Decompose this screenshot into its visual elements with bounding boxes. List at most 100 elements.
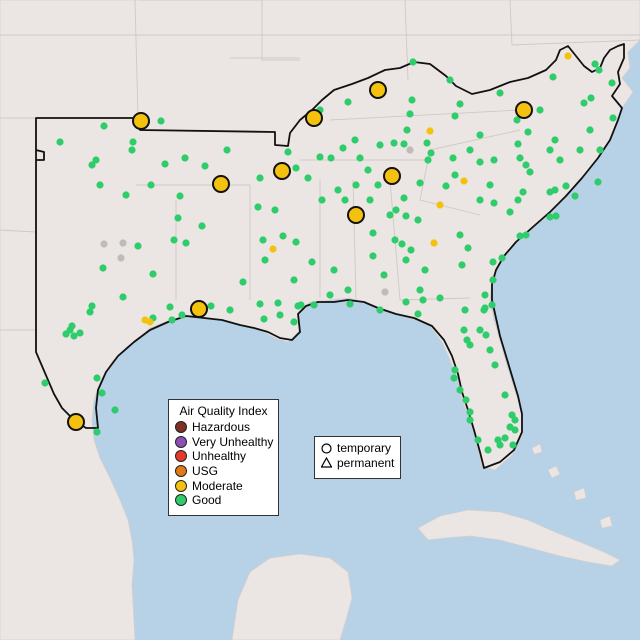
site-marker-good[interactable] — [511, 426, 519, 434]
site-marker-good[interactable] — [498, 254, 506, 262]
site-marker-good[interactable] — [594, 178, 602, 186]
site-marker-good[interactable] — [254, 203, 262, 211]
site-marker-good[interactable] — [609, 114, 617, 122]
site-marker-good[interactable] — [56, 138, 64, 146]
site-marker-good[interactable] — [491, 361, 499, 369]
site-marker-good[interactable] — [98, 389, 106, 397]
site-marker-good[interactable] — [486, 346, 494, 354]
site-marker-good[interactable] — [587, 94, 595, 102]
site-marker-good[interactable] — [364, 166, 372, 174]
site-marker-good[interactable] — [111, 406, 119, 414]
site-marker-good[interactable] — [484, 446, 492, 454]
temporary-site-moderate[interactable] — [190, 300, 208, 318]
site-marker-good[interactable] — [419, 296, 427, 304]
site-marker-good[interactable] — [546, 146, 554, 154]
site-marker-good[interactable] — [239, 278, 247, 286]
site-marker-good[interactable] — [327, 154, 335, 162]
site-marker-good[interactable] — [449, 154, 457, 162]
site-marker-good[interactable] — [201, 162, 209, 170]
site-marker-good[interactable] — [407, 246, 415, 254]
site-marker-good[interactable] — [516, 154, 524, 162]
site-marker-good[interactable] — [147, 181, 155, 189]
site-marker-good[interactable] — [466, 146, 474, 154]
site-marker-good[interactable] — [392, 206, 400, 214]
site-marker-good[interactable] — [92, 156, 100, 164]
site-marker-good[interactable] — [496, 89, 504, 97]
site-marker-good[interactable] — [292, 238, 300, 246]
site-marker-good[interactable] — [536, 106, 544, 114]
site-marker-good[interactable] — [256, 174, 264, 182]
site-marker-good[interactable] — [174, 214, 182, 222]
site-marker-good[interactable] — [256, 300, 264, 308]
temporary-site-moderate[interactable] — [212, 175, 230, 193]
site-marker-no-data[interactable] — [119, 239, 127, 247]
temporary-site-moderate[interactable] — [347, 206, 365, 224]
site-marker-good[interactable] — [386, 211, 394, 219]
site-marker-good[interactable] — [409, 58, 417, 66]
site-marker-good[interactable] — [576, 146, 584, 154]
site-marker-good[interactable] — [62, 330, 70, 338]
site-marker-good[interactable] — [522, 231, 530, 239]
site-marker-good[interactable] — [96, 181, 104, 189]
site-marker-good[interactable] — [494, 436, 502, 444]
site-marker-good[interactable] — [571, 192, 579, 200]
site-marker-good[interactable] — [446, 76, 454, 84]
site-marker-good[interactable] — [476, 131, 484, 139]
site-marker-good[interactable] — [595, 66, 603, 74]
site-marker-good[interactable] — [586, 126, 594, 134]
site-marker-good[interactable] — [580, 99, 588, 107]
temporary-site-moderate[interactable] — [67, 413, 85, 431]
temporary-site-moderate[interactable] — [132, 112, 150, 130]
site-marker-good[interactable] — [260, 315, 268, 323]
site-marker-good[interactable] — [344, 98, 352, 106]
site-marker-good[interactable] — [356, 154, 364, 162]
site-marker-good[interactable] — [481, 291, 489, 299]
site-marker-good[interactable] — [514, 196, 522, 204]
site-marker-good[interactable] — [514, 140, 522, 148]
site-marker-good[interactable] — [424, 156, 432, 164]
site-marker-no-data[interactable] — [381, 288, 389, 296]
site-marker-no-data[interactable] — [406, 146, 414, 154]
site-marker-good[interactable] — [524, 128, 532, 136]
site-marker-good[interactable] — [462, 396, 470, 404]
temporary-site-moderate[interactable] — [383, 167, 401, 185]
site-marker-good[interactable] — [181, 154, 189, 162]
temporary-site-moderate[interactable] — [515, 101, 533, 119]
site-marker-good[interactable] — [513, 116, 521, 124]
site-marker-good[interactable] — [68, 322, 76, 330]
site-marker-good[interactable] — [86, 308, 94, 316]
site-marker-good[interactable] — [591, 60, 599, 68]
site-marker-good[interactable] — [489, 276, 497, 284]
site-marker-good[interactable] — [551, 136, 559, 144]
site-marker-good[interactable] — [421, 266, 429, 274]
site-marker-good[interactable] — [70, 332, 78, 340]
site-marker-good[interactable] — [297, 301, 305, 309]
site-marker-moderate[interactable] — [564, 52, 572, 60]
site-marker-good[interactable] — [508, 411, 516, 419]
site-marker-good[interactable] — [427, 149, 435, 157]
site-marker-good[interactable] — [119, 293, 127, 301]
site-marker-moderate[interactable] — [460, 177, 468, 185]
site-marker-good[interactable] — [223, 146, 231, 154]
site-marker-good[interactable] — [128, 146, 136, 154]
site-marker-good[interactable] — [374, 181, 382, 189]
site-marker-good[interactable] — [458, 261, 466, 269]
site-marker-good[interactable] — [476, 158, 484, 166]
site-marker-good[interactable] — [402, 212, 410, 220]
site-marker-good[interactable] — [99, 264, 107, 272]
site-marker-good[interactable] — [451, 112, 459, 120]
site-marker-good[interactable] — [486, 181, 494, 189]
site-marker-good[interactable] — [489, 258, 497, 266]
site-marker-moderate[interactable] — [141, 316, 149, 324]
site-marker-good[interactable] — [88, 302, 96, 310]
site-marker-good[interactable] — [519, 188, 527, 196]
site-marker-good[interactable] — [168, 316, 176, 324]
site-marker-good[interactable] — [178, 311, 186, 319]
site-marker-good[interactable] — [436, 294, 444, 302]
site-marker-good[interactable] — [129, 138, 137, 146]
site-marker-good[interactable] — [259, 236, 267, 244]
site-marker-good[interactable] — [596, 146, 604, 154]
site-marker-good[interactable] — [170, 236, 178, 244]
site-marker-good[interactable] — [456, 386, 464, 394]
